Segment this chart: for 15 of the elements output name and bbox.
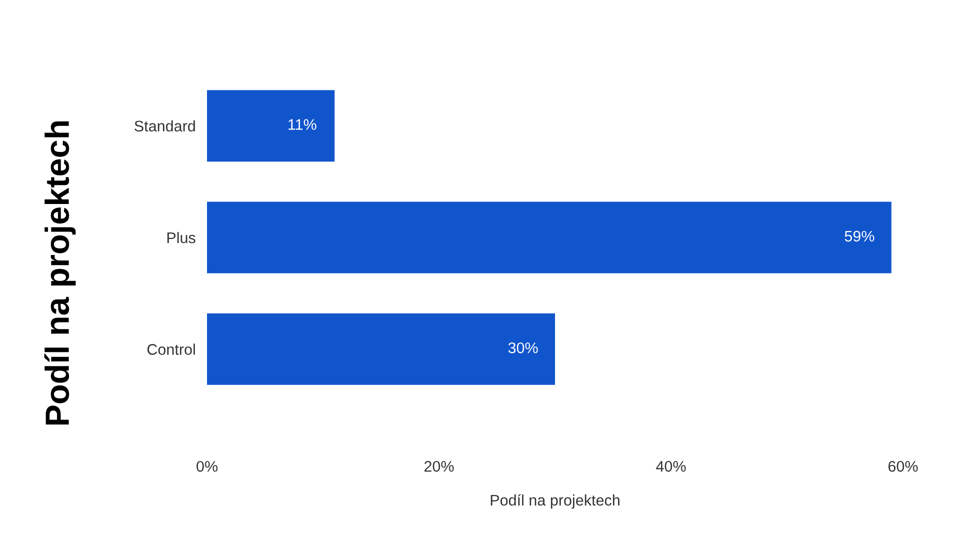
y-axis-title: Podíl na projektech (44, 121, 76, 424)
y-tick-label: Standard (134, 120, 195, 132)
x-tick-label: 40% (656, 460, 686, 472)
data-label: 59% (844, 230, 874, 242)
bar (207, 202, 892, 274)
y-tick-label: Control (147, 344, 195, 355)
data-label: 11% (288, 119, 316, 130)
x-tick-label: 0% (196, 460, 218, 472)
x-tick-label: 20% (424, 460, 454, 472)
data-label: 30% (508, 342, 538, 354)
x-tick-label: 60% (888, 460, 918, 472)
x-axis-title: Podíl na projektech (490, 494, 620, 509)
bar (207, 90, 335, 162)
y-tick-label: Plus (167, 232, 196, 244)
bar (207, 313, 555, 385)
